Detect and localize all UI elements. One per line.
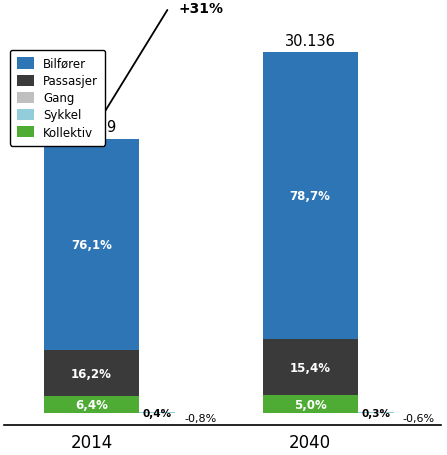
Text: 0,4%: 0,4% xyxy=(143,408,172,418)
Legend: Bilfører, Passasjer, Gang, Sykkel, Kollektiv: Bilfører, Passasjer, Gang, Sykkel, Kolle… xyxy=(10,51,105,147)
Text: 23.009: 23.009 xyxy=(66,120,117,135)
Text: 15,4%: 15,4% xyxy=(290,361,331,374)
Text: +31%: +31% xyxy=(178,1,224,15)
Bar xyxy=(44,139,139,351)
Bar xyxy=(263,53,358,339)
Bar xyxy=(44,351,139,396)
Bar xyxy=(44,396,139,414)
Text: -0,8%: -0,8% xyxy=(184,413,216,423)
Bar xyxy=(358,412,394,414)
Text: 30.136: 30.136 xyxy=(285,34,336,49)
Text: 16,2%: 16,2% xyxy=(71,367,112,379)
Bar xyxy=(263,339,358,395)
Text: 78,7%: 78,7% xyxy=(290,190,331,202)
Ellipse shape xyxy=(168,0,234,18)
Text: 6,4%: 6,4% xyxy=(75,398,108,411)
Text: 0,3%: 0,3% xyxy=(361,408,390,418)
Text: 5,0%: 5,0% xyxy=(294,398,327,411)
Bar xyxy=(263,395,358,414)
Text: -0,6%: -0,6% xyxy=(403,413,435,423)
Text: 76,1%: 76,1% xyxy=(71,238,112,252)
Bar xyxy=(139,412,175,414)
